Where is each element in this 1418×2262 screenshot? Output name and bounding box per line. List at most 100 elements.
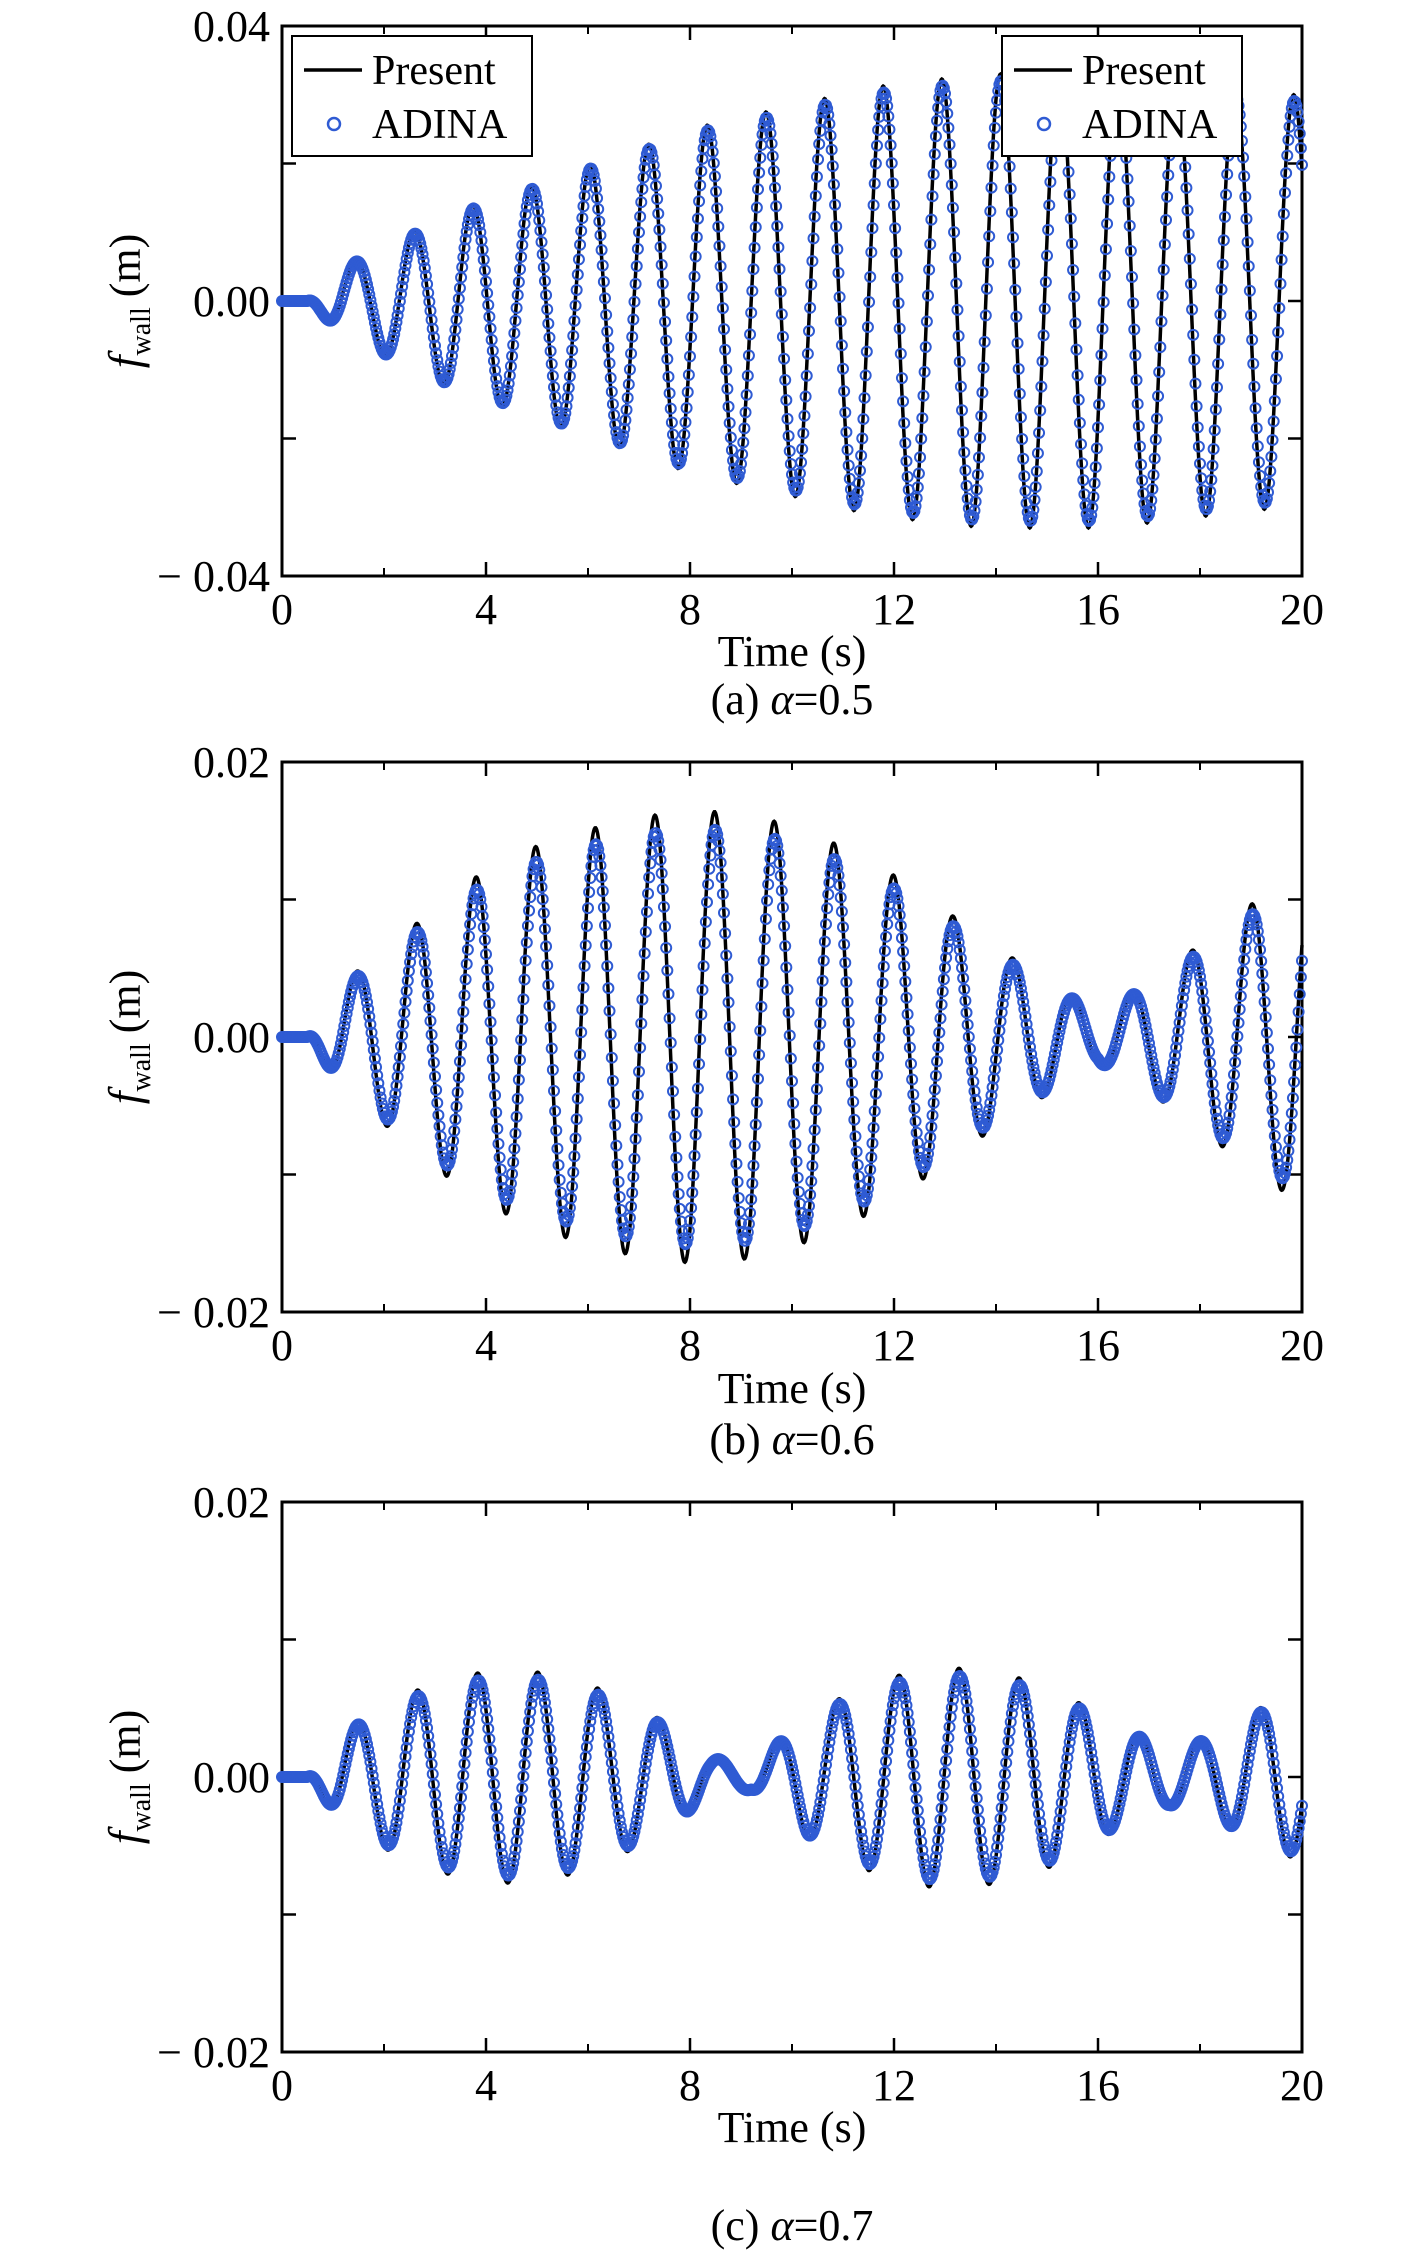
adina-marker — [697, 960, 710, 973]
adina-marker — [485, 1034, 498, 1047]
adina-marker — [606, 398, 619, 411]
adina-marker — [431, 354, 444, 367]
adina-marker — [925, 213, 938, 226]
adina-marker — [1275, 1813, 1288, 1826]
adina-marker — [970, 1792, 983, 1805]
adina-marker — [763, 864, 776, 877]
adina-marker — [1031, 447, 1044, 460]
adina-marker — [1116, 1781, 1129, 1794]
adina-marker — [389, 1087, 402, 1100]
adina-marker — [549, 1105, 562, 1118]
adina-marker — [721, 972, 734, 985]
adina-marker — [950, 925, 963, 938]
adina-marker — [688, 270, 701, 283]
adina-marker — [900, 991, 913, 1004]
adina-marker — [755, 1000, 768, 1013]
adina-marker — [584, 872, 597, 885]
adina-marker — [883, 123, 896, 136]
adina-marker — [1131, 397, 1144, 410]
adina-marker — [661, 353, 674, 366]
adina-marker — [1296, 158, 1308, 171]
adina-marker — [457, 1005, 470, 1018]
adina-marker — [566, 344, 579, 357]
adina-marker — [399, 259, 412, 272]
adina-marker — [786, 468, 798, 481]
adina-marker — [842, 459, 855, 472]
adina-marker — [903, 1041, 916, 1054]
legend-adina-swatch — [326, 116, 342, 132]
adina-marker — [458, 241, 471, 254]
adina-marker — [529, 191, 542, 204]
adina-marker — [633, 1801, 645, 1814]
adina-marker — [854, 1817, 866, 1830]
adina-marker — [812, 1061, 825, 1074]
adina-marker — [544, 1021, 557, 1034]
adina-marker — [749, 221, 762, 234]
adina-marker — [971, 468, 984, 481]
adina-marker — [1085, 509, 1098, 522]
adina-marker — [1004, 182, 1017, 195]
adina-marker — [509, 1843, 522, 1856]
adina-marker — [1286, 1092, 1299, 1105]
adina-marker — [506, 350, 519, 363]
adina-marker — [601, 960, 614, 973]
adina-marker — [491, 380, 504, 393]
adina-marker — [578, 959, 591, 972]
adina-marker — [665, 416, 678, 429]
adina-marker — [663, 1012, 676, 1025]
adina-marker — [398, 1006, 411, 1019]
adina-marker — [831, 861, 844, 874]
adina-marker — [919, 341, 932, 354]
adina-marker — [1272, 1790, 1285, 1803]
adina-marker — [480, 275, 492, 288]
adina-marker — [951, 930, 964, 943]
adina-marker — [631, 1089, 644, 1102]
adina-marker — [936, 1790, 949, 1803]
y-tick-label: 0.00 — [193, 1013, 270, 1062]
adina-marker — [651, 193, 664, 206]
adina-marker — [476, 910, 489, 923]
adina-marker — [905, 1736, 917, 1749]
adina-marker — [779, 940, 792, 953]
adina-marker — [1276, 1820, 1289, 1833]
adina-marker — [732, 1192, 745, 1205]
adina-marker — [1222, 1116, 1235, 1129]
adina-marker — [1034, 1816, 1047, 1829]
adina-marker — [1093, 1795, 1106, 1808]
adina-marker — [481, 963, 494, 976]
adina-marker — [825, 1722, 838, 1735]
adina-marker — [458, 989, 471, 1002]
adina-marker — [1279, 1167, 1291, 1180]
adina-marker — [642, 887, 655, 900]
adina-marker — [1273, 1798, 1286, 1811]
adina-marker — [474, 226, 487, 239]
adina-marker — [385, 1105, 398, 1118]
adina-marker — [370, 1791, 383, 1804]
adina-marker — [1172, 1025, 1185, 1038]
adina-marker — [575, 1026, 588, 1039]
adina-marker — [550, 1124, 563, 1137]
adina-marker — [906, 1073, 919, 1086]
adina-marker — [637, 1772, 650, 1785]
adina-marker — [899, 975, 912, 988]
adina-marker — [818, 1766, 831, 1779]
adina-marker — [851, 1159, 864, 1172]
adina-marker — [487, 1071, 500, 1084]
adina-marker — [570, 283, 583, 296]
adina-marker — [481, 287, 494, 300]
adina-marker — [453, 1055, 466, 1068]
adina-marker — [774, 285, 787, 298]
adina-marker — [901, 1008, 914, 1021]
adina-marker — [1073, 416, 1086, 429]
adina-marker — [928, 148, 941, 161]
adina-marker — [535, 235, 548, 248]
adina-marker — [951, 303, 964, 316]
adina-marker — [1265, 1741, 1278, 1754]
adina-marker — [400, 1741, 413, 1754]
adina-marker — [575, 224, 588, 237]
adina-marker — [1190, 400, 1203, 413]
adina-marker — [562, 1208, 575, 1221]
adina-marker — [603, 1739, 616, 1752]
adina-marker — [742, 1217, 755, 1230]
adina-marker — [558, 412, 571, 425]
